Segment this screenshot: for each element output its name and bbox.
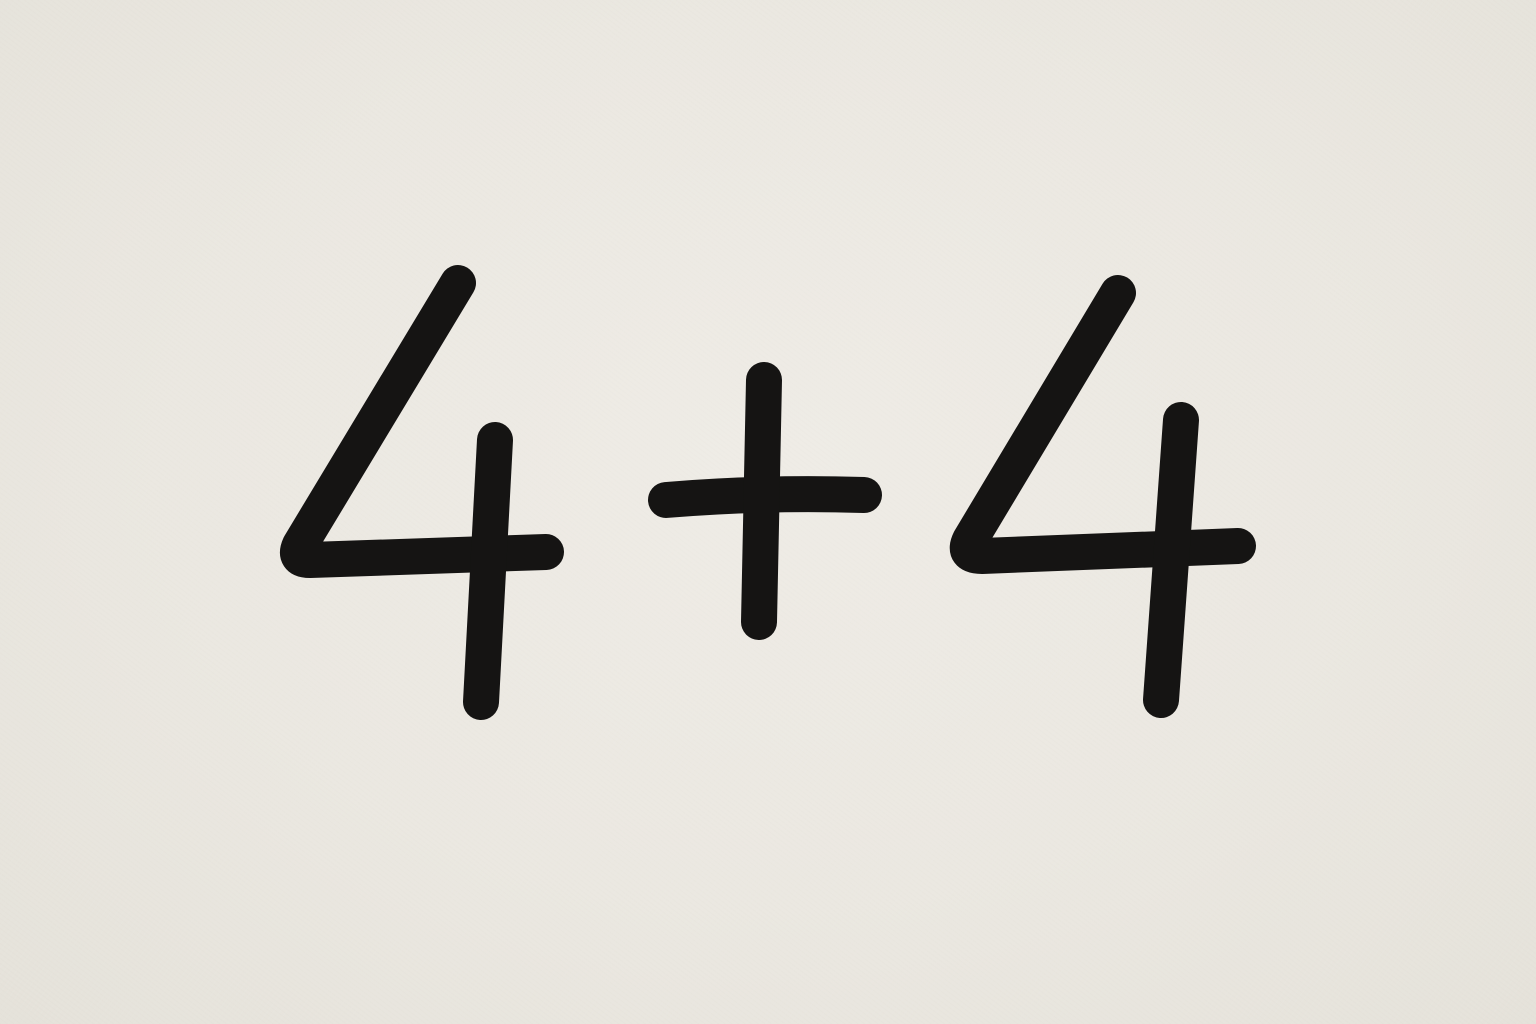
four-left-vertical-stroke [463,422,513,720]
plus-sign: + [0,0,882,640]
plus-sign-label: + [0,0,13,4]
digit-four-left-label: 4 [0,0,10,4]
four-left-diagonal-stroke [280,265,564,578]
four-right-vertical-stroke [1143,402,1199,718]
digit-four-right-label: 4 [0,0,10,4]
plus-vertical-stroke [741,362,782,640]
digit-four-right: 4 [0,0,1256,718]
four-right-diagonal-stroke [949,275,1256,574]
digit-four-left: 4 [0,0,564,720]
ink-strokes: 4 + 4 [0,0,1256,720]
